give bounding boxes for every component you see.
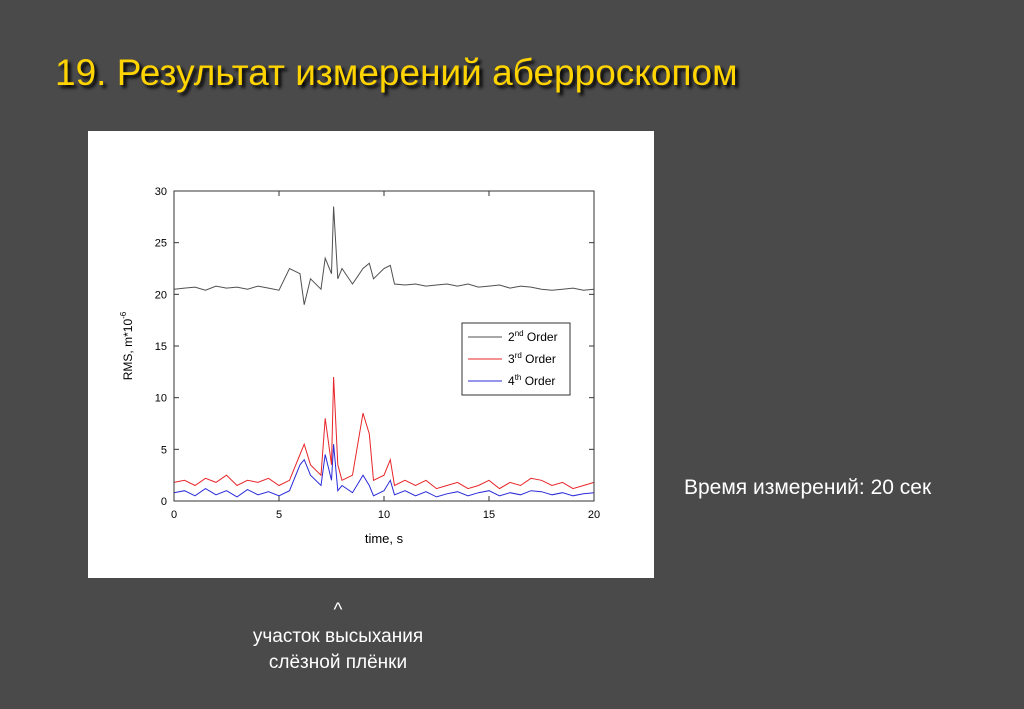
- y-tick-label: 20: [155, 289, 167, 301]
- plot-series-group: [173, 206, 595, 498]
- y-tick-label: 30: [155, 186, 167, 198]
- x-tick-label: 15: [483, 509, 495, 521]
- legend-number: 2: [508, 330, 515, 344]
- series-line-order-2: [173, 206, 595, 305]
- legend-ordinal-suffix: rd: [515, 351, 522, 360]
- y-tick-label: 25: [155, 238, 167, 250]
- legend-ordinal-suffix: th: [515, 373, 522, 382]
- y-axis-label: RMS, m*10-6: [119, 311, 135, 380]
- x-tick-label: 10: [378, 509, 390, 521]
- legend-label-order-3: 3rd Order: [508, 351, 556, 366]
- y-tick-label: 0: [161, 496, 167, 508]
- legend-label-order-4: 4th Order: [508, 373, 555, 388]
- caption-caret: ^: [333, 600, 343, 621]
- y-tick-label: 15: [155, 341, 167, 353]
- caption-line-1: участок высыхания: [252, 626, 424, 647]
- y-axis-label-exponent: -6: [119, 311, 128, 319]
- legend-ordinal-suffix: nd: [515, 329, 524, 338]
- legend-order-word: Order: [522, 352, 556, 366]
- series-line-order-4: [173, 444, 595, 498]
- y-tick-label: 10: [155, 393, 167, 405]
- drying-zone-caption: ^ участок высыхания слёзной плёнки: [200, 598, 476, 676]
- chart-panel: 0 5 10 15 20 0 5 10 15 20 25 30 time, s RMS, m*10-6…: [88, 131, 654, 578]
- x-tick-label: 0: [171, 509, 177, 521]
- legend-order-word: Order: [521, 374, 555, 388]
- x-tick-label: 5: [276, 509, 282, 521]
- caption-line-2: слёзной плёнки: [268, 652, 408, 673]
- legend-number: 4: [508, 374, 515, 388]
- y-tick-label: 5: [161, 444, 167, 456]
- legend-order-word: Order: [524, 330, 558, 344]
- legend-label-order-2: 2nd Order: [508, 329, 558, 344]
- slide-title: 19. Результат измерений аберроскопом: [55, 52, 738, 93]
- series-line-order-3: [173, 376, 595, 490]
- x-tick-label: 20: [588, 509, 600, 521]
- rms-chart: 0 5 10 15 20 0 5 10 15 20 25 30 time, s RMS, m*10-6…: [119, 186, 600, 546]
- axis-ticks-group: 0 5 10 15 20 0 5 10 15 20 25 30: [155, 186, 600, 521]
- measurement-time-note: Время измерений: 20 сек: [684, 476, 932, 499]
- legend-number: 3: [508, 352, 515, 366]
- x-axis-label: time, s: [365, 531, 404, 546]
- y-axis-label-base: RMS, m*10: [121, 319, 135, 381]
